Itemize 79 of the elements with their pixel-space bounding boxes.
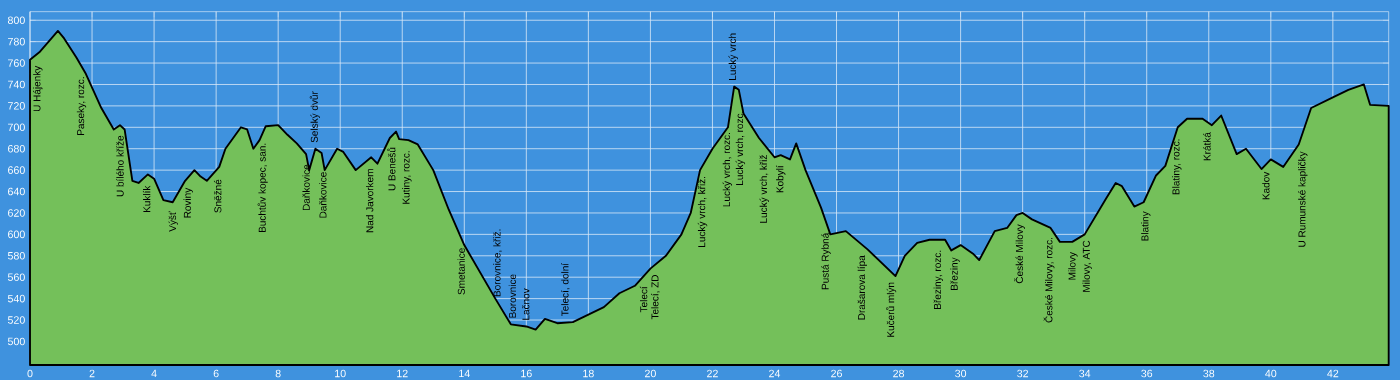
y-tick-label: 540 [7, 294, 25, 303]
annotation: Lucký vrch, křiž [759, 155, 769, 223]
annotation: Blatiny, rozc. [1172, 139, 1182, 195]
annotation: Daňkovice [302, 164, 310, 211]
y-tick-label: 520 [7, 316, 25, 324]
annotation: Lucký vrch, křiž. [697, 177, 708, 248]
annotation: Nad Javorkem [366, 169, 374, 233]
x-tick-label: 14 [459, 369, 470, 378]
x-tick-label: 30 [955, 369, 967, 378]
annotation: U Benešů [387, 147, 396, 191]
x-tick-label: 10 [335, 369, 346, 378]
annotation: Kobylí [775, 165, 786, 193]
annotation: Lucký vrch, rozc. [735, 111, 746, 186]
annotation: České Milovy, rozc. [1043, 238, 1055, 323]
annotation: Telecí, ZD [651, 275, 660, 320]
annotation: Milovy [1068, 252, 1078, 280]
x-tick-label: 42 [1327, 369, 1339, 378]
annotation: Borovnice, křiž. [493, 229, 502, 297]
x-tick-label: 24 [769, 369, 781, 378]
annotation: Telecí [639, 286, 648, 313]
x-tick-label: 20 [645, 369, 656, 378]
y-tick-label: 700 [8, 123, 25, 132]
x-tick-label: 4 [151, 369, 157, 378]
x-tick-label: 8 [275, 369, 281, 378]
annotation: U Hájenky [33, 65, 43, 112]
x-tick-label: 32 [1017, 369, 1029, 378]
y-tick-label: 660 [8, 166, 25, 175]
x-tick-label: 34 [1079, 369, 1091, 378]
x-tick-label: 28 [893, 369, 905, 378]
y-tick-label: 500 [7, 337, 25, 346]
y-tick-label: 800 [7, 16, 25, 25]
x-tick-label: 12 [397, 369, 408, 378]
annotation: Březiny [950, 257, 960, 291]
annotation: České Milovy [1014, 224, 1025, 284]
annotation: U bílého kříže [116, 135, 124, 197]
y-tick-label: 780 [8, 38, 25, 46]
y-tick-label: 640 [8, 187, 25, 196]
x-tick-label: 36 [1141, 369, 1153, 378]
y-tick-label: 580 [7, 252, 25, 260]
annotation: Kutiny, rozc. [402, 151, 412, 204]
annotation: Lucký vrch, rozc. [722, 133, 733, 207]
x-tick-label: 40 [1265, 369, 1277, 378]
x-tick-label: 22 [707, 369, 718, 378]
y-tick-label: 620 [8, 209, 25, 217]
annotation: Milovy, ATC [1082, 240, 1092, 292]
annotation: U Rumunské kapličky [1298, 151, 1308, 247]
x-tick-label: 2 [89, 369, 95, 378]
annotation: Kuklík [142, 185, 151, 213]
y-tick-label: 720 [8, 102, 25, 110]
x-tick-label: 16 [521, 369, 532, 378]
annotation: Lačnov [522, 288, 530, 320]
annotation: Krátká [1203, 132, 1211, 161]
annotation: Smetanice [457, 248, 465, 295]
annotation: Buchtův kopec, san. [257, 143, 268, 233]
y-tick-label: 740 [8, 80, 25, 89]
annotation: Sněžné [213, 179, 222, 213]
y-tick-label: 600 [8, 230, 25, 239]
annotation: Drašarova lípa [857, 255, 867, 320]
x-tick-label: 26 [831, 369, 842, 378]
annotation: Paseky, rozc. [76, 77, 87, 136]
x-tick-label: 6 [213, 369, 219, 378]
x-tick-label: 38 [1203, 369, 1215, 378]
y-tick-label: 560 [7, 273, 25, 282]
y-tick-label: 760 [8, 59, 25, 67]
y-tick-label: 680 [8, 145, 25, 153]
annotation: Kadov [1262, 171, 1270, 200]
annotation: Borovnice [508, 274, 517, 318]
annotation: Pustá Rybná [821, 232, 831, 290]
annotation: Roviny [183, 187, 193, 218]
x-tick-label: 0 [27, 369, 33, 378]
annotation: Březiny, rozc. [933, 250, 943, 310]
annotation: Kučerů mlýn [886, 282, 897, 337]
annotation: Daňkovice [319, 172, 327, 218]
x-tick-label: 18 [583, 369, 594, 378]
annotation: Výšť [168, 211, 179, 232]
annotation: Selský dvůr [309, 91, 320, 143]
annotation: Lucký vrch [728, 33, 738, 81]
annotation: Blatiny [1141, 211, 1151, 241]
annotation: Telecí, dolní [561, 263, 570, 317]
